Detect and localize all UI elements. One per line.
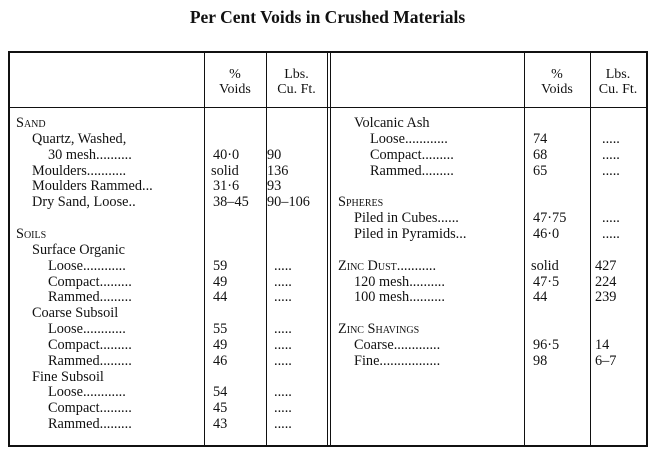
- lbs-value: 136: [267, 162, 289, 179]
- row-label: 100 mesh..........: [354, 289, 445, 306]
- voids-value: 65: [533, 162, 548, 179]
- voids-value: 68: [533, 146, 548, 163]
- lbs-value: .....: [274, 400, 292, 417]
- voids-value: 44: [533, 289, 548, 306]
- lbs-value: 224: [595, 273, 617, 290]
- row-label: Fine Subsoil: [32, 368, 104, 385]
- row-label: Coarse.............: [354, 336, 441, 353]
- lbs-value: 90–106: [267, 194, 310, 211]
- voids-value: 46·0: [533, 225, 560, 242]
- voids-value: 47·5: [533, 273, 560, 290]
- voids-value: 98: [533, 352, 548, 369]
- row-label: 120 mesh..........: [354, 273, 445, 290]
- row-label: Quartz, Washed,: [32, 130, 127, 147]
- row-label: Loose............: [48, 384, 126, 401]
- row-label: Loose............: [48, 321, 126, 338]
- column-divider: [266, 53, 267, 445]
- lbs-value: .....: [274, 352, 292, 369]
- lbs-value: 93: [267, 178, 282, 195]
- lbs-value: .....: [602, 162, 620, 179]
- lbs-value: .....: [274, 416, 292, 433]
- voids-value: 96·5: [533, 336, 560, 353]
- column-divider: [204, 53, 205, 445]
- lbs-value: 14: [595, 336, 610, 353]
- lbs-value: .....: [274, 257, 292, 274]
- lbs-value: .....: [274, 321, 292, 338]
- lbs-value: 6–7: [595, 352, 617, 369]
- section-heading: Zinc Dust...........: [338, 257, 437, 274]
- voids-value: 31·6: [213, 178, 240, 195]
- voids-value: 54: [213, 384, 228, 401]
- voids-value: 47·75: [533, 210, 567, 227]
- section-heading: Soils: [16, 225, 47, 242]
- row-label: Rammed.........: [48, 289, 132, 306]
- lbs-value: .....: [274, 289, 292, 306]
- header-rule: [10, 107, 646, 108]
- row-label: Compact.........: [48, 400, 132, 417]
- column-divider: [524, 53, 525, 445]
- voids-value: 38–45: [213, 194, 249, 211]
- voids-table: % Voids Lbs. Cu. Ft. % Voids Lbs. Cu. Ft…: [8, 51, 648, 447]
- voids-value: 59: [213, 257, 228, 274]
- lbs-value: .....: [602, 225, 620, 242]
- lbs-value: 427: [595, 257, 617, 274]
- row-label: Moulders...........: [32, 162, 127, 179]
- voids-value: 40·0: [213, 146, 240, 163]
- row-label: Fine.................: [354, 352, 441, 369]
- section-heading: Spheres: [338, 194, 384, 211]
- lbs-value: 90: [267, 146, 282, 163]
- row-label: Moulders Rammed...: [32, 178, 153, 195]
- voids-value: solid: [211, 162, 239, 179]
- row-label: Compact.........: [370, 146, 454, 163]
- voids-value: solid: [531, 257, 559, 274]
- lbs-value: .....: [602, 146, 620, 163]
- header-lbs-right: Lbs. Cu. Ft.: [598, 67, 638, 97]
- header-voids-left: % Voids: [219, 67, 251, 97]
- header-voids-right: % Voids: [541, 67, 573, 97]
- row-label: Dry Sand, Loose..: [32, 194, 136, 211]
- row-label: Surface Organic: [32, 241, 126, 258]
- section-heading: Zinc Shavings: [338, 321, 420, 338]
- row-label: Rammed.........: [370, 162, 454, 179]
- voids-value: 55: [213, 321, 228, 338]
- lbs-value: .....: [274, 273, 292, 290]
- column-divider: [327, 53, 328, 445]
- row-label: Compact.........: [48, 273, 132, 290]
- row-label: 30 mesh..........: [48, 146, 132, 163]
- row-label: Compact.........: [48, 336, 132, 353]
- row-label: Piled in Cubes......: [354, 210, 459, 227]
- lbs-value: .....: [274, 336, 292, 353]
- lbs-value: .....: [602, 210, 620, 227]
- voids-value: 43: [213, 416, 228, 433]
- column-divider: [330, 53, 331, 445]
- voids-value: 44: [213, 289, 228, 306]
- section-heading: Sand: [16, 115, 46, 131]
- voids-value: 45: [213, 400, 228, 417]
- row-label: Volcanic Ash: [354, 115, 430, 131]
- row-label: Loose............: [48, 257, 126, 274]
- voids-value: 46: [213, 352, 228, 369]
- row-label: Loose............: [370, 130, 448, 147]
- page-title: Per Cent Voids in Crushed Materials: [189, 7, 466, 27]
- lbs-value: .....: [602, 130, 620, 147]
- row-label: Rammed.........: [48, 416, 132, 433]
- column-divider: [590, 53, 591, 445]
- row-label: Rammed.........: [48, 352, 132, 369]
- row-label: Piled in Pyramids...: [354, 225, 467, 242]
- lbs-value: 239: [595, 289, 617, 306]
- voids-value: 49: [213, 336, 228, 353]
- lbs-value: .....: [274, 384, 292, 401]
- voids-value: 74: [533, 130, 548, 147]
- header-lbs-left: Lbs. Cu. Ft.: [277, 67, 316, 97]
- voids-value: 49: [213, 273, 228, 290]
- row-label: Coarse Subsoil: [32, 305, 119, 322]
